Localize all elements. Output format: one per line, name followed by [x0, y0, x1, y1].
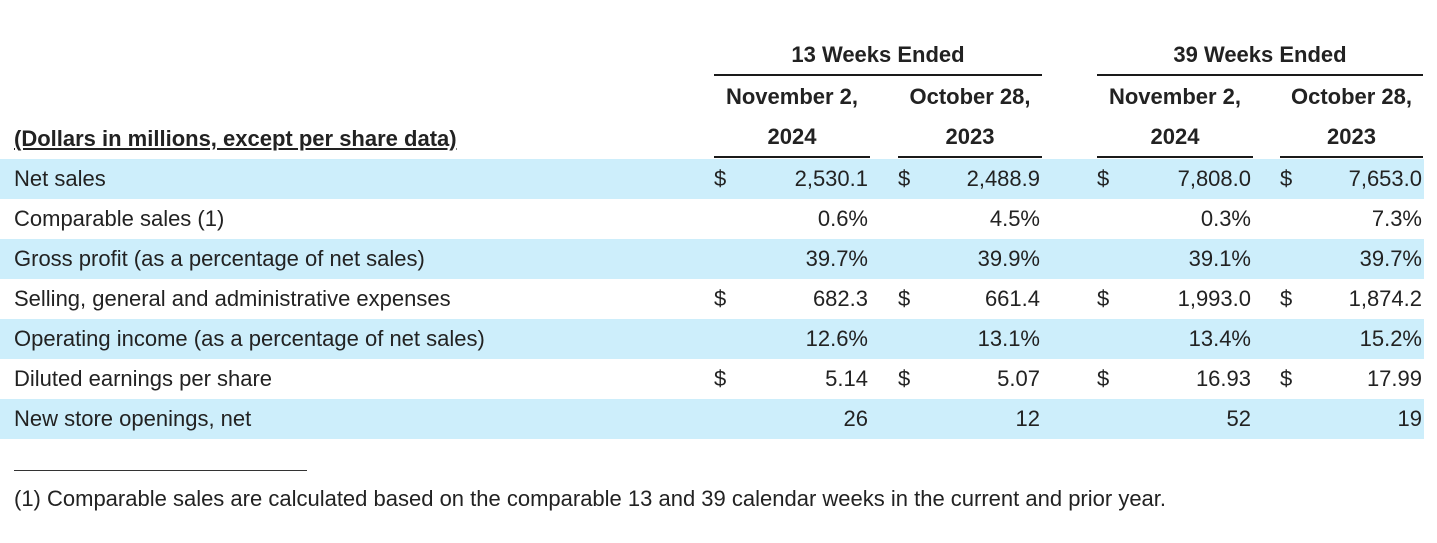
value-cell: 19 [1397, 406, 1422, 431]
period-rule [714, 156, 870, 158]
currency-symbol: $ [714, 286, 727, 311]
value-cell: 12 [1015, 406, 1040, 431]
table-row: Diluted earnings per share $5.14 $5.07 $16.… [0, 359, 1424, 399]
value-cell: 2,488.9 [966, 166, 1040, 191]
period-header-13w-2024-line1: November 2, [725, 84, 859, 109]
units-caption: (Dollars in millions, except per share d… [14, 126, 457, 151]
table-row: Comparable sales (1) 0.6% 4.5% 0.3% 7.3% [0, 199, 1424, 239]
value-cell: 15.2% [1359, 326, 1422, 351]
value-cell: 39.9% [977, 246, 1040, 271]
value-cell: 7,808.0 [1177, 166, 1251, 191]
value-cell: 16.93 [1195, 366, 1251, 391]
period-header-39w-2023-line2: 2023 [1327, 124, 1376, 149]
row-label: Gross profit (as a percentage of net sal… [14, 246, 425, 271]
row-label: Selling, general and administrative expe… [14, 286, 451, 311]
row-label: Comparable sales (1) [14, 206, 225, 231]
value-cell: 12.6% [805, 326, 868, 351]
period-rule [1097, 156, 1253, 158]
value-cell: 2,530.1 [794, 166, 868, 191]
currency-symbol: $ [1280, 286, 1293, 311]
table-row: Operating income (as a percentage of net… [0, 319, 1424, 359]
currency-symbol: $ [714, 366, 727, 391]
period-header-13w-2023-line1: October 28, [909, 84, 1031, 109]
group-header-39-weeks: 39 Weeks Ended [1173, 42, 1347, 67]
currency-symbol: $ [898, 166, 911, 191]
currency-symbol: $ [1280, 166, 1293, 191]
currency-symbol: $ [1097, 166, 1110, 191]
footnote: (1) Comparable sales are calculated base… [14, 486, 1167, 511]
currency-symbol: $ [898, 366, 911, 391]
value-cell: 7,653.0 [1348, 166, 1422, 191]
currency-symbol: $ [898, 286, 911, 311]
period-rule [898, 156, 1042, 158]
value-cell: 13.4% [1188, 326, 1251, 351]
value-cell: 5.07 [997, 366, 1040, 391]
value-cell: 682.3 [812, 286, 868, 311]
currency-symbol: $ [1097, 366, 1110, 391]
value-cell: 1,874.2 [1348, 286, 1422, 311]
row-label: Operating income (as a percentage of net… [14, 326, 485, 351]
value-cell: 39.7% [805, 246, 868, 271]
group-rule-39-weeks [1097, 74, 1423, 76]
value-cell: 0.6% [817, 206, 868, 231]
table-row: Selling, general and administrative expe… [0, 279, 1424, 319]
period-header-13w-2023-line2: 2023 [945, 124, 995, 149]
currency-symbol: $ [1097, 286, 1110, 311]
table-row: New store openings, net 26 12 52 19 [0, 399, 1424, 439]
row-label: New store openings, net [14, 406, 252, 431]
period-header-39w-2024-line1: November 2, [1108, 84, 1242, 109]
value-cell: 5.14 [825, 366, 868, 391]
value-cell: 39.7% [1359, 246, 1422, 271]
value-cell: 7.3% [1371, 206, 1422, 231]
value-cell: 39.1% [1188, 246, 1251, 271]
footnote-divider [14, 470, 307, 471]
currency-symbol: $ [714, 166, 727, 191]
table-row: Gross profit (as a percentage of net sal… [0, 239, 1424, 279]
table-row: Net sales $2,530.1 $2,488.9 $7,808.0 $7,653.… [0, 159, 1424, 199]
row-label: Net sales [14, 166, 106, 191]
value-cell: 52 [1226, 406, 1251, 431]
period-header-39w-2023-line1: October 28, [1290, 84, 1413, 109]
row-label: Diluted earnings per share [14, 366, 273, 391]
currency-symbol: $ [1280, 366, 1293, 391]
value-cell: 17.99 [1366, 366, 1422, 391]
value-cell: 1,993.0 [1177, 286, 1251, 311]
period-rule [1280, 156, 1423, 158]
group-header-13-weeks: 13 Weeks Ended [791, 42, 965, 67]
value-cell: 13.1% [977, 326, 1040, 351]
group-rule-13-weeks [714, 74, 1042, 76]
value-cell: 26 [843, 406, 868, 431]
value-cell: 0.3% [1200, 206, 1251, 231]
period-header-13w-2024-line2: 2024 [767, 124, 817, 149]
period-header-39w-2024-line2: 2024 [1150, 124, 1200, 149]
value-cell: 661.4 [984, 286, 1040, 311]
value-cell: 4.5% [989, 206, 1040, 231]
